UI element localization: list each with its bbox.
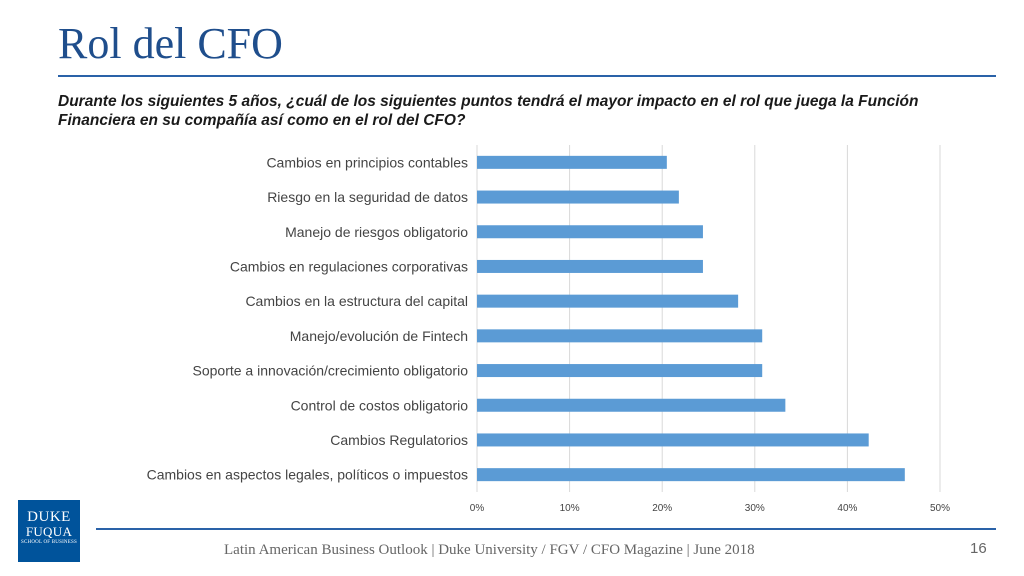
category-label: Cambios Regulatorios (330, 432, 468, 448)
bar (477, 155, 667, 169)
x-tick-label: 20% (652, 503, 672, 514)
bar (477, 468, 905, 482)
footer-source: Latin American Business Outlook | Duke U… (224, 542, 755, 558)
duke-fuqua-logo: DUKE FUQUA SCHOOL OF BUSINESS (18, 500, 80, 562)
bar (477, 294, 739, 308)
category-label: Manejo/evolución de Fintech (290, 328, 468, 344)
bar (477, 190, 679, 204)
category-label: Cambios en regulaciones corporativas (230, 258, 468, 274)
x-tick-label: 10% (560, 503, 580, 514)
survey-question: Durante los siguientes 5 años, ¿cuál de … (58, 93, 919, 129)
title-divider (58, 75, 996, 77)
bar (477, 259, 703, 273)
category-label: Control de costos obligatorio (291, 397, 469, 413)
bar (477, 398, 786, 412)
logo-line-3: SCHOOL OF BUSINESS (21, 540, 77, 545)
x-tick-label: 50% (930, 503, 950, 514)
bar (477, 433, 869, 447)
page-number: 16 (970, 540, 987, 557)
bar (477, 364, 763, 378)
bar (477, 329, 763, 343)
bar (477, 225, 703, 239)
category-label: Cambios en la estructura del capital (245, 293, 468, 309)
category-label: Soporte a innovación/crecimiento obligat… (193, 363, 469, 379)
category-label: Cambios en aspectos legales, políticos o… (147, 467, 468, 483)
x-tick-label: 0% (470, 503, 485, 514)
footer-divider (96, 528, 996, 530)
logo-line-1: DUKE (27, 509, 71, 525)
x-tick-label: 30% (745, 503, 765, 514)
category-label: Riesgo en la seguridad de datos (267, 189, 468, 205)
category-label: Manejo de riesgos obligatorio (285, 224, 468, 240)
slide-title: Rol del CFO (58, 19, 283, 68)
logo-line-2: FUQUA (25, 524, 73, 539)
x-tick-label: 40% (837, 503, 857, 514)
category-label: Cambios en principios contables (266, 154, 468, 170)
